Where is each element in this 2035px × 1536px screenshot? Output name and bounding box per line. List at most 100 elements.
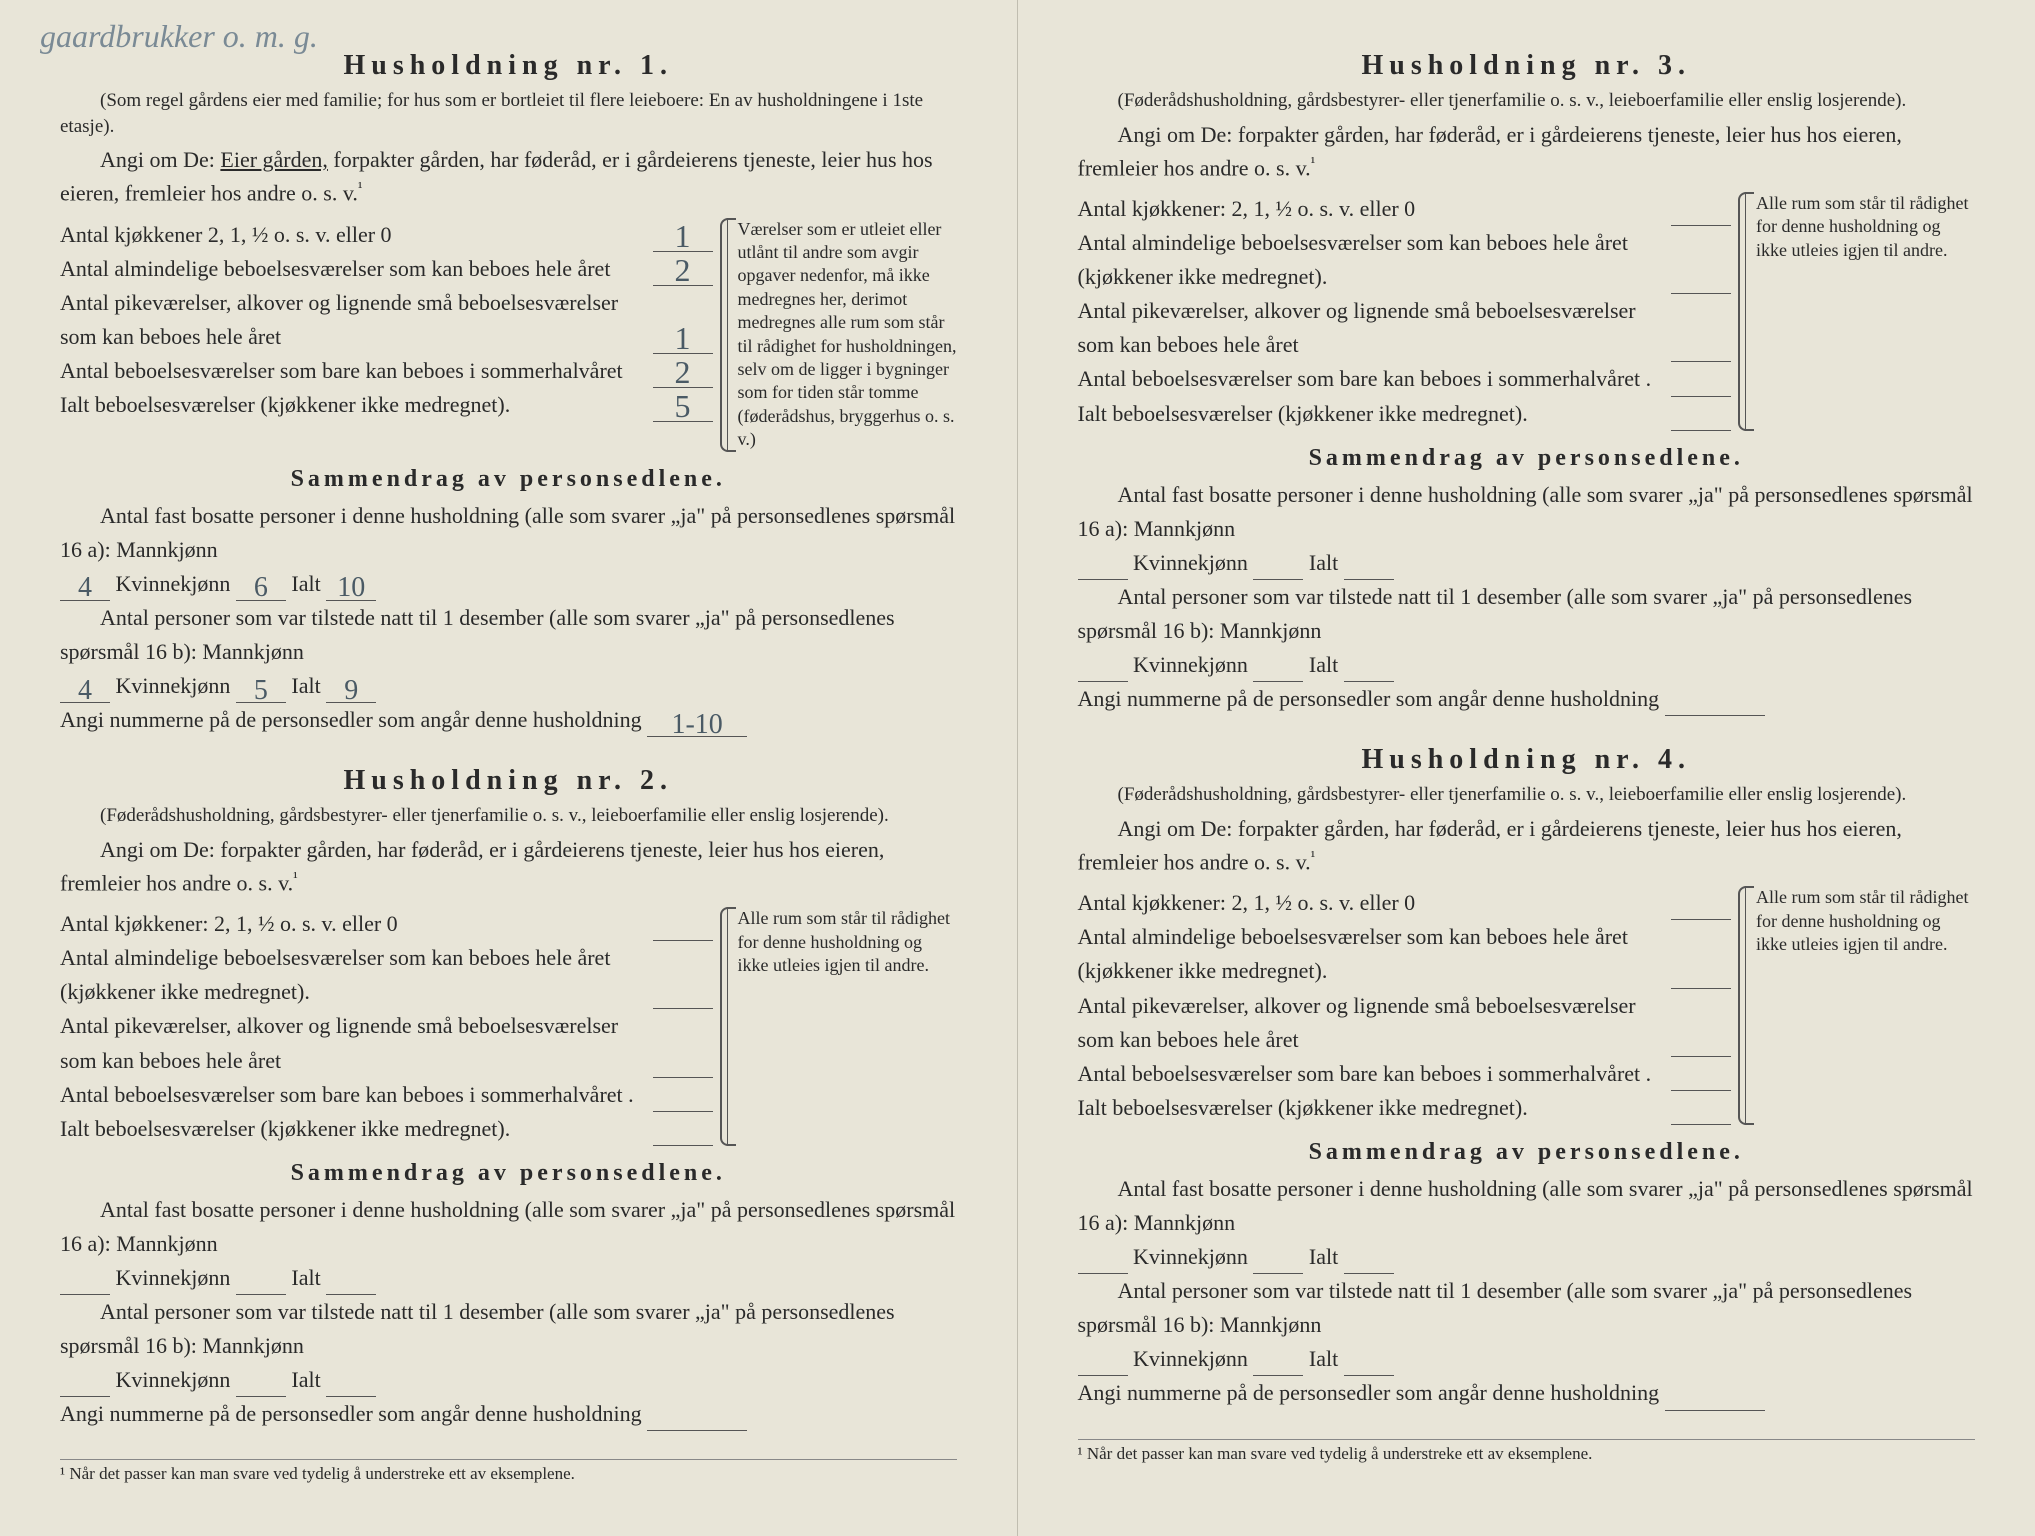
angi-underlined: Eier gården, <box>220 147 328 172</box>
angi-3: Angi om De: forpakter gården, har føderå… <box>1078 122 1902 180</box>
rooms-block-4: Antal kjøkkener: 2, 1, ½ o. s. v. eller … <box>1078 886 1976 1125</box>
ialt-label-b-2: Ialt <box>291 1367 320 1392</box>
pikev-3: Antal pikeværelser, alkover og lignende … <box>1078 294 1666 362</box>
kjokkener-2-val <box>653 940 713 941</box>
pikev-value: 1 <box>653 324 713 354</box>
footnote-ref: ¹ <box>358 179 363 196</box>
footnote-ref-2: ¹ <box>293 869 298 886</box>
footnote-left: ¹ Når det passer kan man svare ved tydel… <box>60 1459 957 1484</box>
household-4: Husholdning nr. 4. (Føderådshusholdning,… <box>1078 744 1976 1410</box>
sommer-label: Antal beboelsesværelser som bare kan beb… <box>60 354 647 388</box>
rooms-left-2: Antal kjøkkener: 2, 1, ½ o. s. v. eller … <box>60 907 713 1146</box>
almindelige-4-val <box>1671 988 1731 989</box>
kjokkener-4: Antal kjøkkener: 2, 1, ½ o. s. v. eller … <box>1078 886 1666 920</box>
footnote-ref-3: ¹ <box>1311 154 1316 171</box>
line-b-4: Antal personer som var tilstede natt til… <box>1078 1274 1976 1342</box>
kvinne-b: 5 <box>236 680 286 703</box>
kvinne-label-b-2: Kvinnekjønn <box>116 1367 231 1392</box>
household-4-subtitle: (Føderådshusholdning, gårdsbestyrer- ell… <box>1078 782 1976 808</box>
rooms-block-2: Antal kjøkkener: 2, 1, ½ o. s. v. eller … <box>60 907 957 1146</box>
pikev-2: Antal pikeværelser, alkover og lignende … <box>60 1009 647 1077</box>
household-2-title: Husholdning nr. 2. <box>60 765 957 797</box>
almindelige-value: 2 <box>653 256 713 286</box>
rooms-note-2: Alle rum som står til rådighet for denne… <box>727 907 957 1146</box>
line-b-text: Antal personer som var tilstede natt til… <box>60 601 957 669</box>
numline-2: Angi nummerne på de personsedler som ang… <box>60 1397 957 1431</box>
ialt-label-b-3: Ialt <box>1309 652 1338 677</box>
household-1-subtitle: (Som regel gårdens eier med familie; for… <box>60 88 957 139</box>
kvinne-label-a-4: Kvinnekjønn <box>1133 1244 1248 1269</box>
numline-1: Angi nummerne på de personsedler som ang… <box>60 703 957 737</box>
summary-title-3: Sammendrag av personsedlene. <box>1078 445 1976 472</box>
numline-3: Angi nummerne på de personsedler som ang… <box>1078 682 1976 716</box>
ialt-label-b: Ialt <box>291 673 320 698</box>
kjokkener-3: Antal kjøkkener: 2, 1, ½ o. s. v. eller … <box>1078 192 1666 226</box>
rooms-block-3: Antal kjøkkener: 2, 1, ½ o. s. v. eller … <box>1078 192 1976 431</box>
line-a-2: Antal fast bosatte personer i denne hush… <box>60 1193 957 1261</box>
sommer-4: Antal beboelsesværelser som bare kan beb… <box>1078 1057 1666 1091</box>
ialt-rooms-2-val <box>653 1145 713 1146</box>
angi-2: Angi om De: forpakter gården, har føderå… <box>60 837 884 895</box>
summary-title-2: Sammendrag av personsedlene. <box>60 1160 957 1187</box>
summary-b-2: Antal personer som var tilstede natt til… <box>60 1295 957 1397</box>
household-3-title: Husholdning nr. 3. <box>1078 50 1976 82</box>
kjokkener-3-val <box>1671 225 1731 226</box>
summary-a-1: Antal fast bosatte personer i denne hush… <box>60 499 957 601</box>
kvinne-label-b-4: Kvinnekjønn <box>1133 1346 1248 1371</box>
summary-b-1: Antal personer som var tilstede natt til… <box>60 601 957 703</box>
ialt-rooms-value: 5 <box>653 392 713 422</box>
summary-a-3: Antal fast bosatte personer i denne hush… <box>1078 478 1976 580</box>
household-1-angi: Angi om De: Eier gården, forpakter gårde… <box>60 143 957 209</box>
almindelige-3-val <box>1671 293 1731 294</box>
ialt-label-a: Ialt <box>291 571 320 596</box>
left-page: gaardbrukker o. m. g. Husholdning nr. 1.… <box>0 0 1018 1536</box>
rooms-left-3: Antal kjøkkener: 2, 1, ½ o. s. v. eller … <box>1078 192 1732 431</box>
summary-a-4: Antal fast bosatte personer i denne hush… <box>1078 1172 1976 1274</box>
ialt-b: 9 <box>326 680 376 703</box>
rooms-note-3: Alle rum som står til rådighet for denne… <box>1745 192 1975 431</box>
household-2-subtitle: (Føderådshusholdning, gårdsbestyrer- ell… <box>60 803 957 829</box>
pikev-2-val <box>653 1077 713 1078</box>
household-3: Husholdning nr. 3. (Føderådshusholdning,… <box>1078 50 1976 716</box>
numval-4 <box>1665 1410 1765 1411</box>
line-a-3: Antal fast bosatte personer i denne hush… <box>1078 478 1976 546</box>
line-a-text: Antal fast bosatte personer i denne hush… <box>60 499 957 567</box>
line-b-3: Antal personer som var tilstede natt til… <box>1078 580 1976 648</box>
right-page: Husholdning nr. 3. (Føderådshusholdning,… <box>1018 0 2035 1536</box>
household-2-angi: Angi om De: forpakter gården, har føderå… <box>60 833 957 899</box>
household-4-angi: Angi om De: forpakter gården, har føderå… <box>1078 812 1976 878</box>
pikev-3-val <box>1671 361 1731 362</box>
almindelige-2-val <box>653 1008 713 1009</box>
rooms-left-1: Antal kjøkkener 2, 1, ½ o. s. v. eller 0… <box>60 218 713 452</box>
numline-4: Angi nummerne på de personsedler som ang… <box>1078 1376 1976 1410</box>
sommer-3-val <box>1671 396 1731 397</box>
ialt-rooms-2: Ialt beboelsesværelser (kjøkkener ikke m… <box>60 1112 647 1146</box>
kvinne-label-a: Kvinnekjønn <box>116 571 231 596</box>
sommer-3: Antal beboelsesværelser som bare kan beb… <box>1078 362 1666 396</box>
kvinne-label-b-3: Kvinnekjønn <box>1133 652 1248 677</box>
summary-title-4: Sammendrag av personsedlene. <box>1078 1139 1976 1166</box>
handwritten-annotation: gaardbrukker o. m. g. <box>40 18 318 55</box>
numval-2 <box>647 1430 747 1431</box>
mann-b: 4 <box>60 680 110 703</box>
ialt-label-b-4: Ialt <box>1309 1346 1338 1371</box>
ialt-rooms-4: Ialt beboelsesværelser (kjøkkener ikke m… <box>1078 1091 1666 1125</box>
summary-a-2: Antal fast bosatte personer i denne hush… <box>60 1193 957 1295</box>
ialt-label-a-3: Ialt <box>1309 550 1338 575</box>
almindelige-3: Antal almindelige beboelsesværelser som … <box>1078 226 1666 294</box>
pikev-label: Antal pikeværelser, alkover og lignende … <box>60 286 647 354</box>
rooms-block-1: Antal kjøkkener 2, 1, ½ o. s. v. eller 0… <box>60 218 957 452</box>
angi-prefix: Angi om De: <box>100 147 220 172</box>
numval: 1-10 <box>647 714 747 737</box>
footnote-ref-4: ¹ <box>1311 848 1316 865</box>
sommer-2-val <box>653 1111 713 1112</box>
kvinne-label-a-2: Kvinnekjønn <box>116 1265 231 1290</box>
summary-b-4: Antal personer som var tilstede natt til… <box>1078 1274 1976 1376</box>
almindelige-label: Antal almindelige beboelsesværelser som … <box>60 252 647 286</box>
kvinne-a: 6 <box>236 577 286 600</box>
kjokkener-value: 1 <box>653 222 713 252</box>
footnote-right: ¹ Når det passer kan man svare ved tydel… <box>1078 1439 1976 1464</box>
ialt-rooms-4-val <box>1671 1124 1731 1125</box>
angi-4: Angi om De: forpakter gården, har føderå… <box>1078 816 1902 874</box>
summary-title-1: Sammendrag av personsedlene. <box>60 466 957 493</box>
